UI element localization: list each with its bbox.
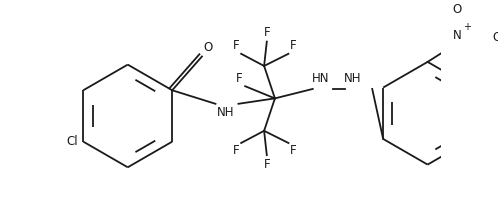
Text: N: N bbox=[453, 29, 462, 42]
Text: Cl: Cl bbox=[66, 135, 78, 148]
Text: O: O bbox=[203, 41, 213, 54]
Text: F: F bbox=[233, 39, 240, 53]
Text: F: F bbox=[236, 72, 243, 85]
Text: F: F bbox=[290, 39, 296, 53]
Text: F: F bbox=[263, 26, 270, 39]
Text: F: F bbox=[233, 144, 240, 157]
Text: F: F bbox=[290, 144, 296, 157]
Text: HN: HN bbox=[311, 72, 329, 85]
Text: NH: NH bbox=[217, 107, 234, 119]
Text: F: F bbox=[263, 158, 270, 171]
Text: O: O bbox=[453, 3, 462, 16]
Text: O: O bbox=[493, 31, 498, 44]
Text: +: + bbox=[463, 22, 471, 32]
Text: NH: NH bbox=[344, 72, 362, 85]
